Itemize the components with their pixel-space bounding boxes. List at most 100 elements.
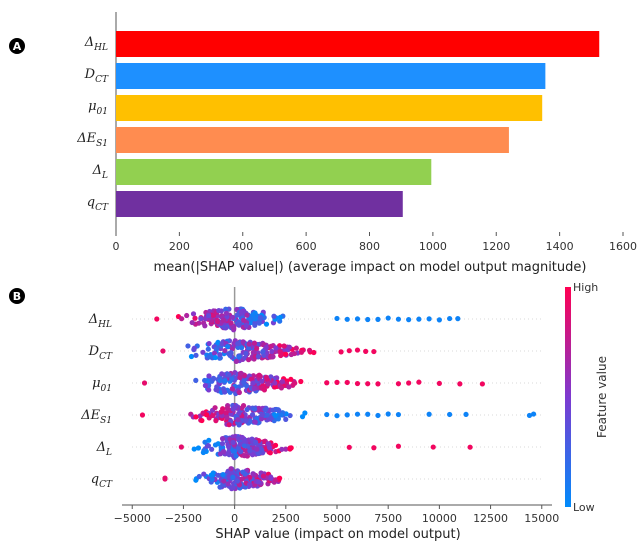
shap-outlier-point <box>416 316 422 322</box>
shap-point <box>206 437 212 443</box>
shap-point <box>230 406 236 412</box>
shap-min-point <box>141 380 148 386</box>
bar-l <box>116 159 432 185</box>
shap-point <box>252 322 258 328</box>
shap-point <box>191 446 197 452</box>
panel-a-x-tick-label: 1400 <box>546 240 574 253</box>
shap-outlier-point <box>344 412 350 418</box>
panel-a-letter: A <box>13 40 22 53</box>
shap-point <box>288 445 294 451</box>
shap-outlier-point <box>375 381 381 387</box>
shap-min-point <box>139 412 146 418</box>
shap-point <box>252 419 258 425</box>
shap-outlier-point <box>354 411 361 417</box>
panel-b-x-tick-label: 12500 <box>473 512 508 525</box>
shap-point <box>223 306 229 312</box>
shap-point <box>259 447 265 453</box>
shap-point <box>250 312 256 318</box>
shap-point <box>235 417 241 423</box>
shap-point <box>250 380 256 386</box>
shap-point <box>228 320 234 326</box>
shap-point <box>231 325 237 332</box>
shap-point <box>185 343 191 349</box>
shap-point <box>208 472 214 478</box>
shap-point <box>256 372 262 378</box>
shap-point <box>236 389 242 396</box>
panel-b-beeswarm: ΔHL DCT μ01 ΔES1 ΔL qCT −5000 −2500 0 2500 5000 750… <box>80 287 559 525</box>
panel-b-x-tick-label: −2500 <box>165 512 202 525</box>
panel-a-x-tick-label: 1200 <box>482 240 510 253</box>
shap-point <box>255 479 262 485</box>
shap-outlier-point <box>447 411 453 418</box>
shap-point <box>221 449 227 455</box>
shap-point <box>286 384 292 390</box>
shap-point <box>234 478 241 484</box>
shap-point <box>226 450 232 456</box>
shap-point <box>237 374 243 381</box>
shap-point <box>245 345 252 351</box>
panel-a-feature-label: ΔL <box>92 163 108 181</box>
shap-point <box>219 341 225 347</box>
bar-01 <box>116 95 543 121</box>
shap-point <box>218 445 224 451</box>
shap-point <box>220 472 226 478</box>
shap-point <box>287 412 293 419</box>
shap-point <box>228 466 234 472</box>
shap-point <box>242 471 248 477</box>
shap-point <box>193 352 199 358</box>
panel-a-x-tick-label: 600 <box>296 240 317 253</box>
shap-point <box>211 350 218 356</box>
shap-outlier-point <box>436 380 442 387</box>
beeswarm-row-01 <box>141 370 485 397</box>
panel-a-x-tick-label: 400 <box>232 240 253 253</box>
shap-point <box>193 477 199 483</box>
shap-outlier-point <box>395 411 402 418</box>
shap-outlier-point <box>354 380 361 387</box>
shap-outlier-point <box>436 317 442 323</box>
bar-ct <box>116 63 546 89</box>
shap-point <box>239 434 245 441</box>
shap-point <box>268 475 274 481</box>
panel-a-bar-chart: ΔHL DCT μ01 ΔES1 ΔL qCT 0 200 400 600 800 1000 1200 1… <box>76 12 637 253</box>
shap-point <box>226 422 232 428</box>
shap-point <box>206 387 212 393</box>
shap-point <box>276 343 283 349</box>
shap-point <box>266 444 273 451</box>
shap-point <box>298 378 304 385</box>
colorbar <box>565 287 571 507</box>
shap-point <box>291 350 298 357</box>
shap-point <box>202 382 208 389</box>
panel-b-feature-label: ΔES1 <box>80 408 112 426</box>
shap-point <box>241 443 248 449</box>
shap-point <box>243 350 249 357</box>
shap-outlier-point <box>385 411 391 417</box>
panel-a-feature-label: ΔHL <box>84 35 108 53</box>
shap-point <box>259 378 265 384</box>
shap-point <box>251 385 257 392</box>
shap-point <box>212 442 219 448</box>
panel-b-feature-label: ΔHL <box>88 312 112 330</box>
shap-point <box>260 473 267 479</box>
panel-a-x-tick-label: 1000 <box>419 240 447 253</box>
shap-point <box>235 341 241 347</box>
shap-outlier-point <box>385 315 391 321</box>
shap-point <box>229 314 236 320</box>
shap-outlier-point <box>365 316 371 323</box>
shap-point <box>268 343 274 349</box>
shap-point <box>193 377 199 383</box>
shap-point <box>240 403 247 409</box>
shap-outlier-point <box>395 316 402 322</box>
shap-point <box>205 346 211 352</box>
shap-point <box>230 474 236 480</box>
shap-point <box>224 343 231 350</box>
shap-outlier-point <box>354 316 361 322</box>
shap-outlier-point <box>526 412 533 419</box>
shap-point <box>283 351 289 357</box>
shap-point <box>226 372 232 378</box>
shap-point <box>198 316 204 322</box>
shap-outlier-point <box>334 413 340 419</box>
shap-point <box>254 446 260 452</box>
shap-point <box>246 341 252 347</box>
panel-b-x-tick-label: 5000 <box>323 512 351 525</box>
panel-a-x-tick-label: 200 <box>169 240 190 253</box>
